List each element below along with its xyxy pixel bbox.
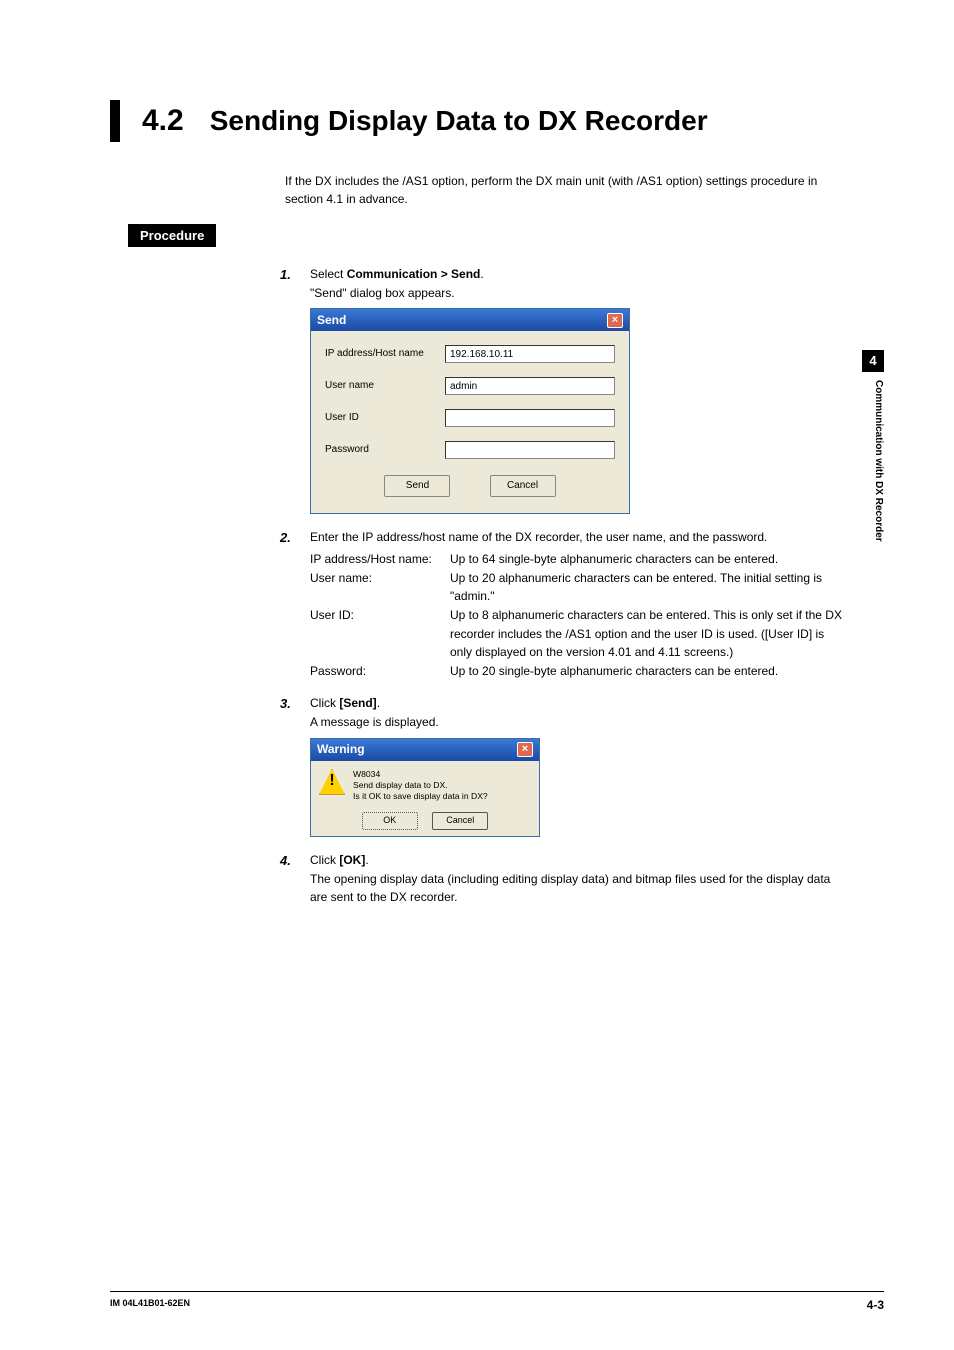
step-3: 3. Click [Send]. A message is displayed.… — [310, 694, 844, 837]
dialog-buttons: Send Cancel — [325, 473, 615, 503]
cancel-button[interactable]: Cancel — [432, 812, 488, 830]
ok-button[interactable]: OK — [362, 812, 418, 830]
field-row-userid: User ID — [325, 409, 615, 427]
step-subtext: The opening display data (including edit… — [310, 870, 844, 907]
userid-label: User ID — [325, 410, 445, 426]
send-button[interactable]: Send — [384, 475, 450, 497]
step-subtext: "Send" dialog box appears. — [310, 284, 844, 303]
step-number: 1. — [280, 265, 291, 285]
step-text-post: . — [480, 267, 483, 281]
warning-body: ! W8034 Send display data to DX. Is it O… — [311, 761, 539, 811]
steps-list: 1. Select Communication > Send. "Send" d… — [310, 265, 844, 907]
dialog-title: Warning — [317, 740, 365, 759]
step-text-post: . — [377, 696, 380, 710]
step-text: Click [OK]. — [310, 853, 369, 867]
step-2: 2. Enter the IP address/host name of the… — [310, 528, 844, 681]
def-value: Up to 8 alphanumeric characters can be e… — [450, 606, 844, 662]
step-number: 2. — [280, 528, 291, 548]
close-icon[interactable]: × — [517, 742, 533, 757]
step-text-pre: Select — [310, 267, 347, 281]
warning-dialog: Warning × ! W8034 Send display data to D… — [310, 738, 540, 837]
def-value: Up to 20 single-byte alphanumeric charac… — [450, 662, 844, 681]
username-label: User name — [325, 378, 445, 394]
step-text-bold: Communication > Send — [347, 267, 481, 281]
ip-input[interactable]: 192.168.10.11 — [445, 345, 615, 363]
def-label: IP address/Host name: — [310, 550, 450, 569]
def-row-userid: User ID: Up to 8 alphanumeric characters… — [310, 606, 844, 662]
step-number: 3. — [280, 694, 291, 714]
username-input[interactable]: admin — [445, 377, 615, 395]
warning-text: W8034 Send display data to DX. Is it OK … — [353, 769, 488, 803]
def-value: Up to 20 alphanumeric characters can be … — [450, 569, 844, 606]
field-row-ip: IP address/Host name 192.168.10.11 — [325, 345, 615, 363]
step-text-pre: Click — [310, 696, 339, 710]
field-row-password: Password — [325, 441, 615, 459]
password-label: Password — [325, 442, 445, 458]
procedure-label: Procedure — [128, 224, 216, 247]
section-number: 4.2 — [142, 104, 184, 138]
dialog-title: Send — [317, 311, 346, 330]
step-text: Enter the IP address/host name of the DX… — [310, 530, 767, 544]
def-row-ip: IP address/Host name: Up to 64 single-by… — [310, 550, 844, 569]
step-text-bold: [Send] — [339, 696, 376, 710]
step-number: 4. — [280, 851, 291, 871]
def-label: Password: — [310, 662, 450, 681]
section-heading: 4.2 Sending Display Data to DX Recorder — [110, 100, 884, 142]
page-content: 4.2 Sending Display Data to DX Recorder … — [0, 0, 954, 1350]
userid-input[interactable] — [445, 409, 615, 427]
def-row-password: Password: Up to 20 single-byte alphanume… — [310, 662, 844, 681]
step-text: Select Communication > Send. — [310, 267, 484, 281]
step-text-pre: Click — [310, 853, 339, 867]
dialog-titlebar: Send × — [311, 309, 629, 331]
intro-text: If the DX includes the /AS1 option, perf… — [285, 172, 844, 208]
footer-page-number: 4-3 — [867, 1298, 884, 1312]
step-subtext: A message is displayed. — [310, 713, 844, 732]
dialog-titlebar: Warning × — [311, 739, 539, 761]
ip-label: IP address/Host name — [325, 346, 445, 362]
step-text: Click [Send]. — [310, 696, 380, 710]
cancel-button[interactable]: Cancel — [490, 475, 556, 497]
step-4: 4. Click [OK]. The opening display data … — [310, 851, 844, 907]
step-text-post: . — [365, 853, 368, 867]
section-title: Sending Display Data to DX Recorder — [210, 105, 708, 137]
page-footer: IM 04L41B01-62EN 4-3 — [110, 1291, 884, 1312]
def-label: User ID: — [310, 606, 450, 662]
send-dialog: Send × IP address/Host name 192.168.10.1… — [310, 308, 630, 514]
footer-doc-id: IM 04L41B01-62EN — [110, 1298, 190, 1312]
def-row-user: User name: Up to 20 alphanumeric charact… — [310, 569, 844, 606]
step-text-bold: [OK] — [339, 853, 365, 867]
warning-line1: Send display data to DX. — [353, 780, 488, 791]
field-row-user: User name admin — [325, 377, 615, 395]
def-label: User name: — [310, 569, 450, 606]
heading-bar — [110, 100, 120, 142]
step-1: 1. Select Communication > Send. "Send" d… — [310, 265, 844, 514]
password-input[interactable] — [445, 441, 615, 459]
warning-code: W8034 — [353, 769, 488, 780]
dialog-body: IP address/Host name 192.168.10.11 User … — [311, 331, 629, 513]
close-icon[interactable]: × — [607, 313, 623, 328]
warning-buttons: OK Cancel — [311, 810, 539, 836]
def-value: Up to 64 single-byte alphanumeric charac… — [450, 550, 844, 569]
definition-list: IP address/Host name: Up to 64 single-by… — [310, 550, 844, 680]
warning-icon: ! — [319, 769, 345, 795]
warning-line2: Is it OK to save display data in DX? — [353, 791, 488, 802]
